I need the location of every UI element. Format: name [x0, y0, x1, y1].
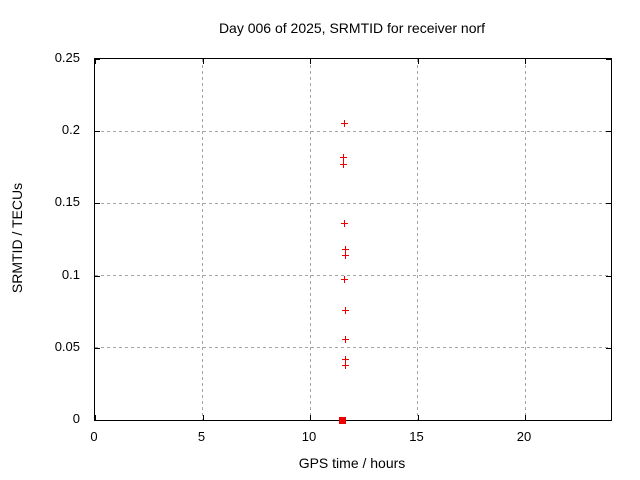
plot-area	[94, 58, 612, 424]
y-tick-label: 0.25	[54, 50, 80, 65]
data-point-plus	[340, 160, 348, 168]
x-gridline	[417, 59, 418, 420]
y-tick-right	[606, 347, 611, 349]
plus-vbar	[344, 355, 346, 363]
x-tick-top	[417, 59, 419, 64]
plus-vbar	[344, 246, 346, 254]
x-tick-top	[202, 59, 204, 64]
y-gridline	[95, 275, 611, 277]
x-tick-bottom	[525, 415, 526, 420]
data-point-square	[338, 416, 346, 424]
data-point-plus	[342, 306, 350, 314]
plus-vbar	[343, 276, 345, 284]
x-tick-top	[95, 59, 96, 64]
y-tick-right	[606, 131, 611, 133]
x-tick-label: 10	[301, 429, 317, 444]
y-tick-left	[95, 347, 100, 349]
y-gridline	[95, 347, 611, 349]
y-tick-label: 0.1	[61, 266, 80, 282]
y-tick-label: 0	[72, 411, 80, 426]
data-point-plus	[342, 335, 350, 343]
x-tick-bottom	[95, 415, 96, 420]
x-tick-bottom	[202, 415, 204, 420]
plus-vbar	[344, 361, 346, 369]
y-gridline	[95, 202, 611, 204]
y-tick-right	[606, 420, 611, 421]
plus-vbar	[345, 335, 347, 343]
chart-title: Day 006 of 2025, SRMTID for receiver nor…	[218, 20, 486, 36]
plus-vbar	[343, 153, 345, 161]
y-gridline	[95, 130, 611, 132]
x-tick-label: 5	[197, 429, 206, 444]
data-point-plus	[340, 220, 348, 228]
x-tick-label: 15	[409, 429, 424, 444]
x-tick-bottom	[310, 415, 311, 420]
plus-vbar	[344, 120, 346, 128]
y-tick-right	[606, 275, 611, 277]
x-gridline	[202, 59, 203, 420]
x-axis-label: GPS time / hours	[298, 455, 406, 471]
y-tick-label: 0.15	[54, 194, 80, 210]
data-point-plus	[340, 276, 348, 284]
y-tick-left	[95, 203, 100, 205]
plus-vbar	[343, 220, 345, 228]
y-tick-right	[606, 59, 611, 60]
y-tick-label: 0.2	[61, 122, 80, 138]
y-tick-left	[95, 420, 100, 421]
plus-vbar	[345, 306, 347, 314]
y-tick-label: 0.05	[54, 338, 80, 354]
y-tick-left	[95, 275, 100, 277]
data-point-plus	[341, 361, 349, 369]
y-tick-right	[606, 203, 611, 205]
data-point-plus	[341, 246, 349, 254]
x-tick-bottom	[417, 415, 419, 420]
x-gridline	[309, 59, 311, 420]
data-point-plus	[340, 153, 348, 161]
data-point-plus	[341, 120, 349, 128]
x-gridline	[524, 59, 526, 420]
x-tick-label: 20	[516, 429, 532, 444]
x-tick-top	[310, 59, 311, 64]
x-tick-top	[525, 59, 526, 64]
y-tick-left	[95, 59, 100, 60]
y-tick-left	[95, 131, 100, 133]
data-point-plus	[341, 251, 349, 259]
plus-vbar	[343, 160, 345, 168]
plus-vbar	[344, 251, 346, 259]
data-point-plus	[341, 355, 349, 363]
x-tick-label: 0	[90, 429, 98, 444]
